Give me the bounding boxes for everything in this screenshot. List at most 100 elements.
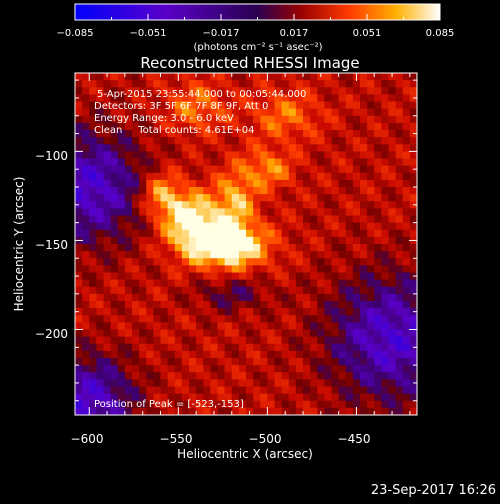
footer-date: 23-Sep-2017 16:26: [371, 483, 496, 498]
heatmap-cell: [274, 73, 283, 81]
heatmap-cell: [89, 137, 97, 145]
heatmap-cell: [267, 329, 275, 338]
heatmap-cell: [146, 108, 154, 117]
heatmap-cell: [310, 144, 318, 152]
heatmap-cell: [281, 272, 290, 281]
heatmap-cell: [317, 293, 325, 302]
heatmap-cell: [395, 144, 404, 152]
heatmap-cell: [181, 272, 190, 281]
heatmap-cell: [174, 165, 183, 174]
heatmap-cell: [310, 130, 318, 138]
heatmap-cell: [338, 115, 347, 124]
heatmap-cell: [132, 386, 140, 395]
heatmap-cell: [324, 137, 332, 145]
heatmap-cell: [174, 365, 183, 373]
heatmap-cell: [288, 137, 297, 145]
heatmap-cell: [260, 358, 268, 366]
heatmap-cell: [345, 308, 354, 316]
heatmap-cell: [96, 80, 104, 88]
heatmap-cell: [303, 258, 311, 266]
heatmap-cell: [246, 137, 254, 145]
heatmap-cell: [260, 293, 268, 302]
heatmap-cell: [267, 94, 275, 102]
heatmap-cell: [139, 386, 147, 395]
heatmap-cell: [324, 400, 332, 409]
heatmap-cell: [189, 187, 197, 195]
heatmap-cell: [274, 179, 283, 188]
heatmap-cell: [345, 101, 354, 110]
heatmap-cell: [260, 187, 268, 195]
heatmap-cell: [224, 372, 233, 380]
heatmap-cell: [203, 286, 211, 295]
heatmap-cell: [274, 137, 283, 145]
heatmap-cell: [217, 201, 226, 209]
heatmap-cell: [395, 229, 404, 238]
heatmap-cell: [381, 194, 389, 202]
heatmap-cell: [82, 244, 90, 252]
heatmap-cell: [367, 315, 375, 323]
heatmap-cell: [281, 144, 290, 152]
heatmap-cell: [246, 315, 254, 323]
heatmap-cell: [132, 350, 140, 359]
heatmap-cell: [374, 130, 382, 138]
heatmap-cell: [274, 94, 283, 102]
heatmap-cell: [274, 215, 283, 224]
heatmap-cell: [224, 73, 233, 81]
heatmap-cell: [345, 322, 354, 330]
heatmap-cell: [110, 101, 119, 110]
heatmap-cell: [281, 208, 290, 216]
heatmap-cell: [117, 365, 126, 373]
heatmap-cell: [317, 386, 325, 395]
heatmap-cell: [146, 80, 154, 88]
heatmap-cell: [203, 201, 211, 209]
heatmap-cell: [124, 350, 133, 359]
heatmap-cell: [274, 358, 283, 366]
heatmap-cell: [303, 400, 311, 409]
heatmap-cell: [360, 165, 368, 174]
heatmap-cell: [288, 279, 297, 288]
heatmap-cell: [253, 336, 261, 345]
heatmap-cell: [381, 87, 389, 95]
heatmap-cell: [388, 87, 397, 95]
heatmap-cell: [409, 101, 418, 110]
heatmap-cell: [153, 329, 161, 338]
heatmap-cell: [82, 301, 90, 309]
heatmap-cell: [110, 187, 119, 195]
heatmap-cell: [388, 187, 397, 195]
heatmap-cell: [288, 350, 297, 359]
heatmap-cell: [303, 279, 311, 288]
heatmap-cell: [267, 151, 275, 159]
heatmap-cell: [203, 301, 211, 309]
heatmap-cell: [367, 279, 375, 288]
heatmap-cell: [174, 172, 183, 181]
heatmap-cell: [281, 80, 290, 88]
heatmap-cell: [253, 286, 261, 295]
heatmap-cell: [224, 172, 233, 181]
heatmap-cell: [224, 115, 233, 124]
heatmap-cell: [402, 329, 411, 338]
heatmap-cell: [160, 293, 169, 302]
heatmap-cell: [310, 372, 318, 380]
heatmap-cell: [253, 358, 261, 366]
heatmap-cell: [82, 293, 90, 302]
heatmap-cell: [203, 122, 211, 131]
heatmap-cell: [196, 215, 204, 224]
heatmap-cell: [203, 322, 211, 330]
heatmap-cell: [288, 115, 297, 124]
heatmap-cell: [124, 108, 133, 117]
heatmap-cell: [310, 108, 318, 117]
heatmap-cell: [174, 137, 183, 145]
heatmap-cell: [110, 94, 119, 102]
heatmap-cell: [324, 301, 332, 309]
heatmap-cell: [388, 208, 397, 216]
heatmap-cell: [132, 244, 140, 252]
heatmap-cell: [189, 329, 197, 338]
heatmap-cell: [89, 73, 97, 81]
heatmap-cell: [139, 130, 147, 138]
heatmap-cell: [146, 194, 154, 202]
heatmap-cell: [360, 187, 368, 195]
heatmap-cell: [402, 322, 411, 330]
heatmap-cell: [224, 336, 233, 345]
heatmap-cell: [139, 400, 147, 409]
heatmap-cell: [324, 293, 332, 302]
